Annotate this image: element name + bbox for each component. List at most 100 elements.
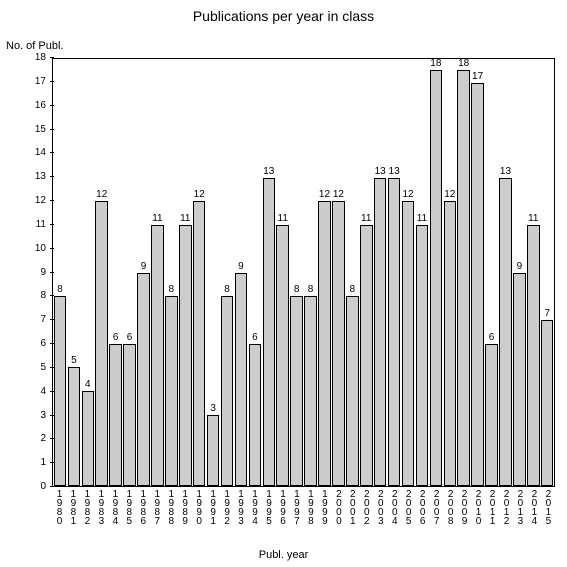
- x-tick-label: 2011: [487, 489, 497, 537]
- x-tick-slot: 1980: [52, 489, 66, 537]
- y-tick-label: 2: [40, 434, 46, 444]
- bar-value-label: 9: [141, 262, 147, 272]
- bar-rect: [513, 273, 526, 487]
- x-tick-slot: 2008: [443, 489, 457, 537]
- x-tick-slot: 1988: [164, 489, 178, 537]
- y-tick-label: 17: [35, 77, 46, 87]
- bar-slot: 12: [95, 59, 109, 486]
- x-tick-label: 2005: [403, 489, 413, 537]
- x-tick-label: 1982: [82, 489, 92, 537]
- bar-value-label: 11: [528, 214, 538, 224]
- bar-slot: 4: [81, 59, 95, 486]
- x-tick-label: 1988: [166, 489, 176, 537]
- bar-value-label: 6: [127, 333, 133, 343]
- x-tick-label: 2004: [389, 489, 399, 537]
- bar-rect: [444, 201, 457, 486]
- plot-area: 8541266911811123896131188121281113131211…: [52, 58, 555, 487]
- bar-value-label: 4: [85, 380, 91, 390]
- bar-value-label: 12: [96, 190, 107, 200]
- bars-wrap: 8541266911811123896131188121281113131211…: [53, 59, 554, 486]
- x-tick-label: 1990: [194, 489, 204, 537]
- bar-rect: [221, 296, 234, 486]
- x-tick-label: 2001: [347, 489, 357, 537]
- y-axis-ticks: 0123456789101112131415161718: [0, 58, 50, 487]
- x-tick-label: 1998: [305, 489, 315, 537]
- bar-value-label: 11: [278, 214, 288, 224]
- bar-slot: 12: [318, 59, 332, 486]
- bar-value-label: 13: [263, 167, 274, 177]
- x-tick-label: 2010: [473, 489, 483, 537]
- bar-slot: 9: [137, 59, 151, 486]
- x-tick-label: 1981: [68, 489, 78, 537]
- bar-slot: 11: [150, 59, 164, 486]
- chart-container: Publications per year in class No. of Pu…: [0, 0, 567, 567]
- x-tick-slot: 1982: [80, 489, 94, 537]
- bar-slot: 8: [164, 59, 178, 486]
- x-tick-label: 2014: [529, 489, 539, 537]
- x-tick-label: 2006: [417, 489, 427, 537]
- x-tick-slot: 1999: [317, 489, 331, 537]
- y-tick-label: 9: [40, 268, 46, 278]
- y-tick-label: 18: [35, 53, 46, 63]
- bar-rect: [388, 178, 401, 486]
- bar-rect: [346, 296, 359, 486]
- x-tick-label: 1992: [222, 489, 232, 537]
- bar-value-label: 12: [444, 190, 455, 200]
- bar-rect: [276, 225, 289, 486]
- bar-rect: [499, 178, 512, 486]
- bar-slot: 8: [53, 59, 67, 486]
- x-tick-label: 1994: [250, 489, 260, 537]
- x-tick-slot: 2007: [429, 489, 443, 537]
- bar-rect: [541, 320, 554, 486]
- bar-slot: 11: [276, 59, 290, 486]
- x-tick-slot: 2012: [499, 489, 513, 537]
- bar-rect: [137, 273, 150, 487]
- bar-rect: [527, 225, 540, 486]
- x-tick-slot: 1984: [108, 489, 122, 537]
- x-tick-label: 2012: [501, 489, 511, 537]
- bar-value-label: 11: [180, 214, 190, 224]
- bar-rect: [193, 201, 206, 486]
- x-tick-slot: 2001: [345, 489, 359, 537]
- bar-rect: [402, 201, 415, 486]
- x-axis-label: Publ. year: [0, 549, 567, 561]
- bar-slot: 18: [429, 59, 443, 486]
- x-tick-label: 1997: [291, 489, 301, 537]
- bar-value-label: 17: [472, 72, 483, 82]
- y-tick-label: 6: [40, 339, 46, 349]
- x-tick-slot: 1986: [136, 489, 150, 537]
- x-tick-label: 1983: [96, 489, 106, 537]
- x-tick-label: 2002: [361, 489, 371, 537]
- chart-title: Publications per year in class: [0, 8, 567, 24]
- x-tick-label: 2007: [431, 489, 441, 537]
- y-tick-label: 12: [35, 196, 46, 206]
- x-tick-label: 1987: [152, 489, 162, 537]
- bar-slot: 13: [262, 59, 276, 486]
- bar-slot: 3: [206, 59, 220, 486]
- x-tick-slot: 2006: [415, 489, 429, 537]
- bar-rect: [485, 344, 498, 486]
- bar-slot: 12: [401, 59, 415, 486]
- bar-rect: [207, 415, 220, 486]
- x-tick-slot: 2004: [387, 489, 401, 537]
- y-tick-label: 11: [36, 220, 46, 230]
- bar-slot: 8: [290, 59, 304, 486]
- bar-slot: 13: [387, 59, 401, 486]
- y-tick-label: 5: [40, 363, 46, 373]
- x-tick-label: 2000: [333, 489, 343, 537]
- bar-value-label: 8: [224, 285, 230, 295]
- x-tick-slot: 2000: [331, 489, 345, 537]
- y-tick-label: 14: [35, 148, 46, 158]
- bar-value-label: 8: [169, 285, 175, 295]
- x-tick-slot: 2010: [471, 489, 485, 537]
- x-tick-slot: 1997: [289, 489, 303, 537]
- bar-value-label: 9: [238, 262, 244, 272]
- bar-value-label: 11: [361, 214, 371, 224]
- x-tick-slot: 1995: [262, 489, 276, 537]
- x-tick-slot: 2005: [401, 489, 415, 537]
- x-tick-slot: 2003: [373, 489, 387, 537]
- x-tick-label: 1996: [277, 489, 287, 537]
- bar-value-label: 8: [57, 285, 63, 295]
- bar-rect: [109, 344, 122, 486]
- y-tick-label: 16: [35, 101, 46, 111]
